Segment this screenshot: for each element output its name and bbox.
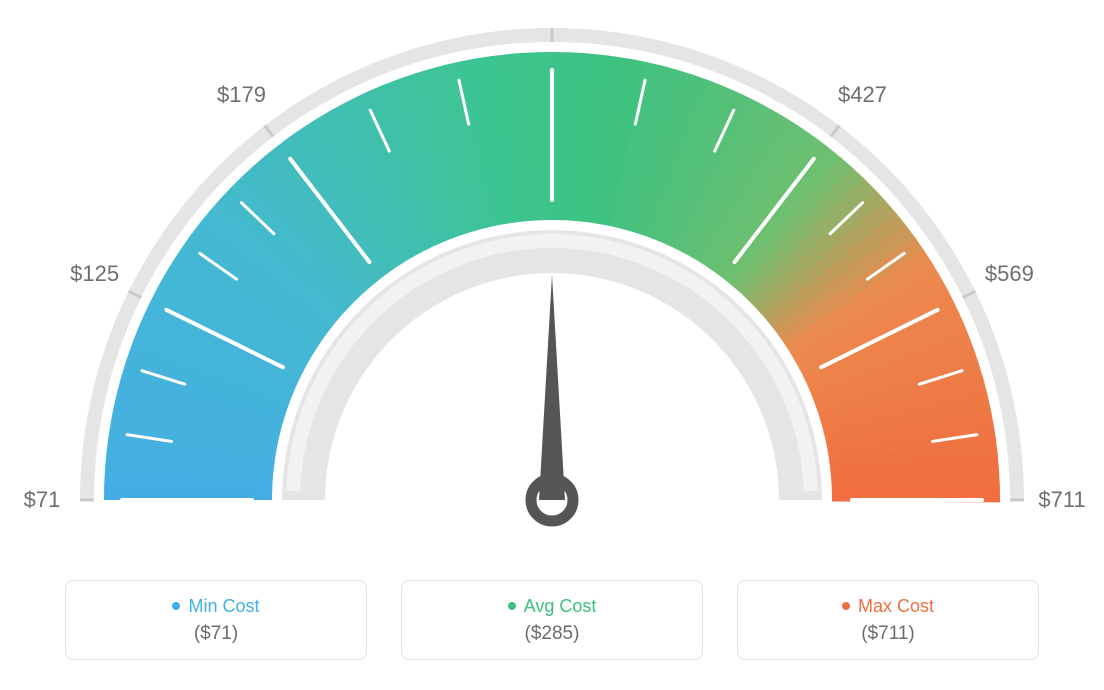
legend-row: Min Cost ($71) Avg Cost ($285) Max Cost …: [0, 580, 1104, 660]
gauge-tick-label: $427: [838, 82, 887, 108]
dot-icon: [842, 602, 850, 610]
gauge-tick-label: $711: [1038, 487, 1085, 513]
legend-min: Min Cost ($71): [65, 580, 367, 660]
gauge-tick-label: $71: [24, 487, 61, 513]
gauge-tick-label: $179: [217, 82, 266, 108]
legend-max-label: Max Cost: [858, 596, 934, 617]
dot-icon: [508, 602, 516, 610]
legend-max-label-row: Max Cost: [842, 596, 934, 617]
gauge-tick-label: $285: [528, 0, 577, 3]
legend-avg: Avg Cost ($285): [401, 580, 703, 660]
cost-gauge-container: $71 $125 $179 $285 $427 $569 $711 Min Cost ($7…: [0, 0, 1104, 690]
dot-icon: [172, 602, 180, 610]
legend-max-value: ($711): [861, 623, 915, 645]
legend-min-label: Min Cost: [188, 596, 259, 617]
legend-avg-label: Avg Cost: [524, 596, 597, 617]
gauge-tick-label: $125: [70, 261, 119, 287]
gauge-chart: $71 $125 $179 $285 $427 $569 $711: [0, 0, 1104, 560]
legend-avg-label-row: Avg Cost: [508, 596, 597, 617]
legend-min-label-row: Min Cost: [172, 596, 259, 617]
gauge-tick-label: $569: [985, 261, 1034, 287]
legend-max: Max Cost ($711): [737, 580, 1039, 660]
legend-avg-value: ($285): [525, 623, 580, 645]
legend-min-value: ($71): [194, 623, 238, 645]
